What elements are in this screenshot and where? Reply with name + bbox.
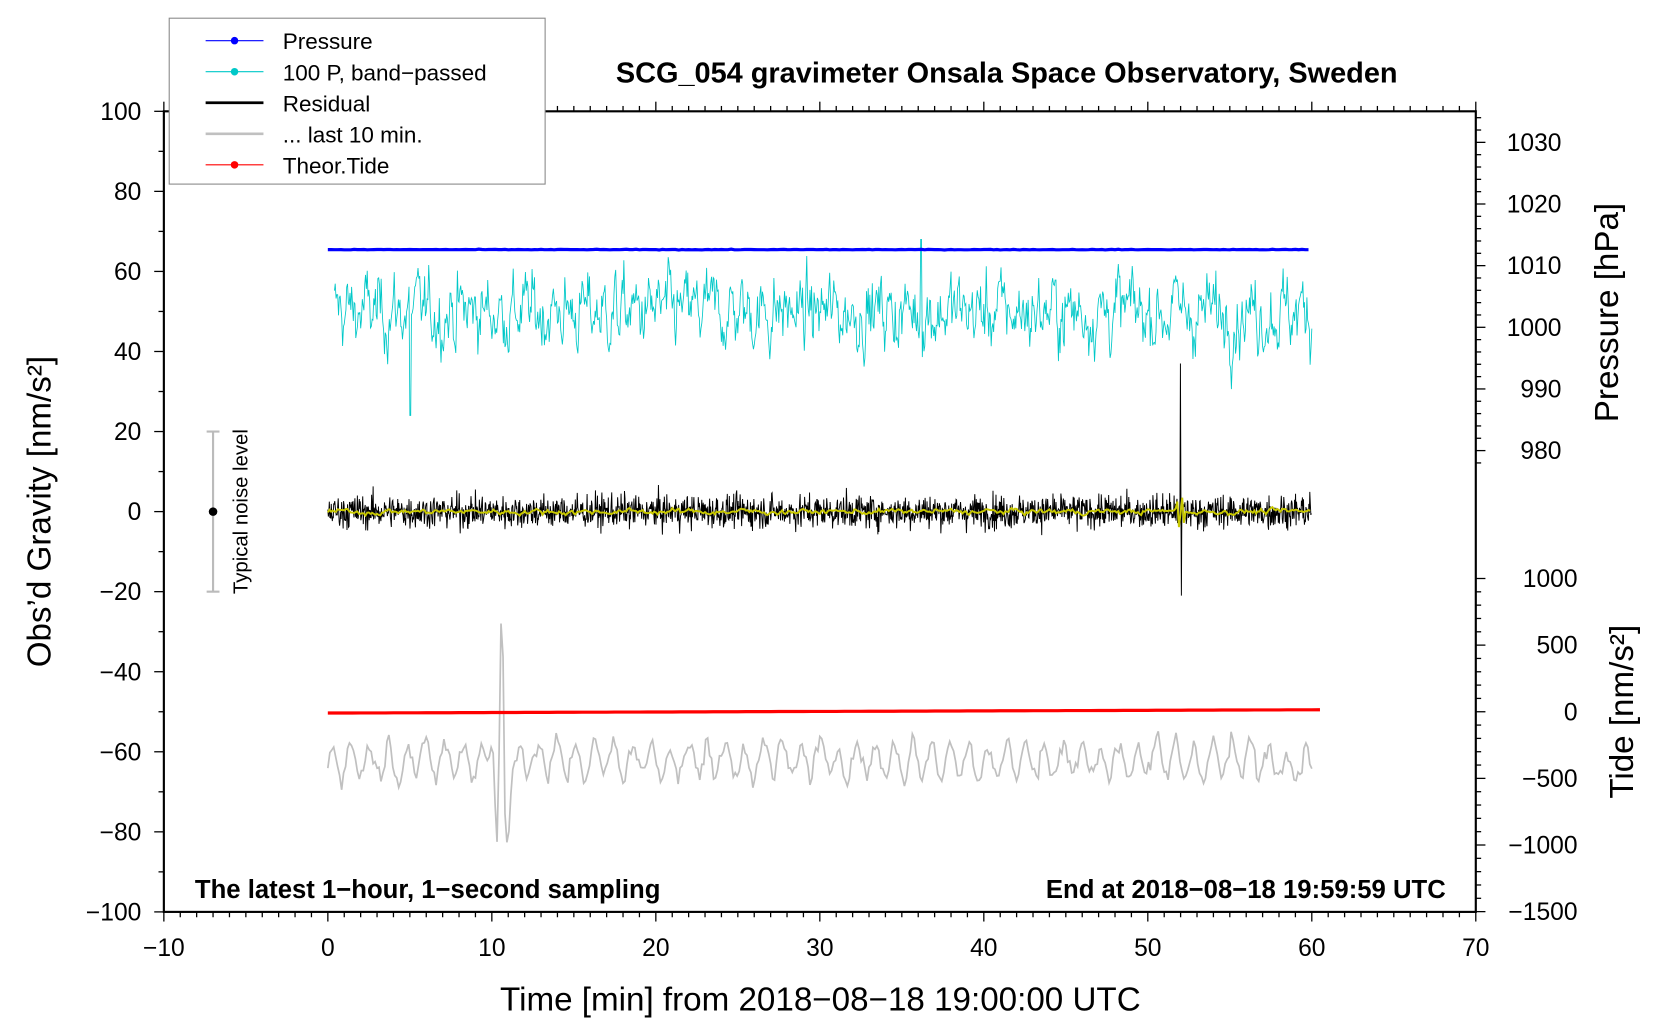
legend-label: Residual [283,91,370,116]
pressure-line [327,247,1309,252]
tide-tick-label: 1000 [1523,566,1578,593]
tide-line [327,708,1320,715]
pressure-tick-label: 980 [1520,438,1561,465]
y-tick-label: −40 [100,659,142,686]
x-tick-label: 50 [1134,935,1161,962]
legend-label: Theor.Tide [283,153,390,178]
tide-tick-label: −500 [1522,766,1577,793]
x-tick-label: 40 [970,935,997,962]
x-tick-label: 60 [1298,935,1325,962]
pressure-tick-label: 1000 [1507,315,1562,342]
last-10-min-line [326,623,1313,843]
legend-swatch-marker [230,67,239,76]
x-axis-label: Time [min] from 2018−08−18 19:00:00 UTC [500,981,1141,1018]
x-tick-label: 30 [806,935,833,962]
legend-label: 100 P, band−passed [283,60,487,85]
chart-title: SCG_054 gravimeter Onsala Space Observat… [616,57,1398,89]
legend-label: ... last 10 min. [283,122,423,147]
legend-label: Pressure [283,29,373,54]
pressure-tick-label: 1030 [1507,130,1562,157]
y-tick-label: −80 [100,819,142,846]
noise-level-dot [208,507,218,516]
tide-tick-label: 500 [1536,633,1577,660]
x-tick-label: 0 [321,935,335,962]
legend-swatch-marker [230,161,239,169]
legend: Pressure 100 P, band−passed Residual ... la… [168,17,546,185]
legend-swatch-marker [230,36,239,45]
tide-axis-label: Tide [nm/s²] [1604,625,1641,799]
pressure-tick-label: 1010 [1507,253,1562,280]
bandpassed-pressure-line [334,238,1313,416]
pressure-axis-label: Pressure [hPa] [1589,203,1626,422]
y-tick-label: 60 [114,259,141,286]
y-tick-label: −20 [100,579,142,606]
y-axis-label: Obs’d Gravity [nm/s²] [21,356,58,667]
y-tick-label: −100 [86,899,141,926]
x-tick-label: 70 [1462,935,1489,962]
pressure-tick-label: 1020 [1507,192,1562,219]
y-tick-label: 100 [100,99,141,126]
y-tick-label: 80 [114,179,141,206]
tide-tick-label: −1000 [1508,833,1577,860]
annotation-right: End at 2018−08−18 19:59:59 UTC [1046,876,1446,904]
x-tick-label: 10 [478,935,505,962]
residual-smoothed-line [327,497,1311,528]
x-tick-label: 20 [642,935,669,962]
noise-level-label: Typical noise level [230,429,252,594]
annotation-left: The latest 1−hour, 1−second sampling [195,876,661,904]
pressure-tick-label: 990 [1520,377,1561,404]
y-tick-label: 40 [114,339,141,366]
residual-line [327,363,1312,596]
legend-box [168,17,546,185]
y-tick-label: −60 [100,739,142,766]
tide-tick-label: 0 [1564,699,1578,726]
y-tick-label: 20 [114,419,141,446]
y-tick-label: 0 [128,499,142,526]
x-tick-label: −10 [143,935,185,962]
tide-tick-label: −1500 [1508,899,1577,926]
